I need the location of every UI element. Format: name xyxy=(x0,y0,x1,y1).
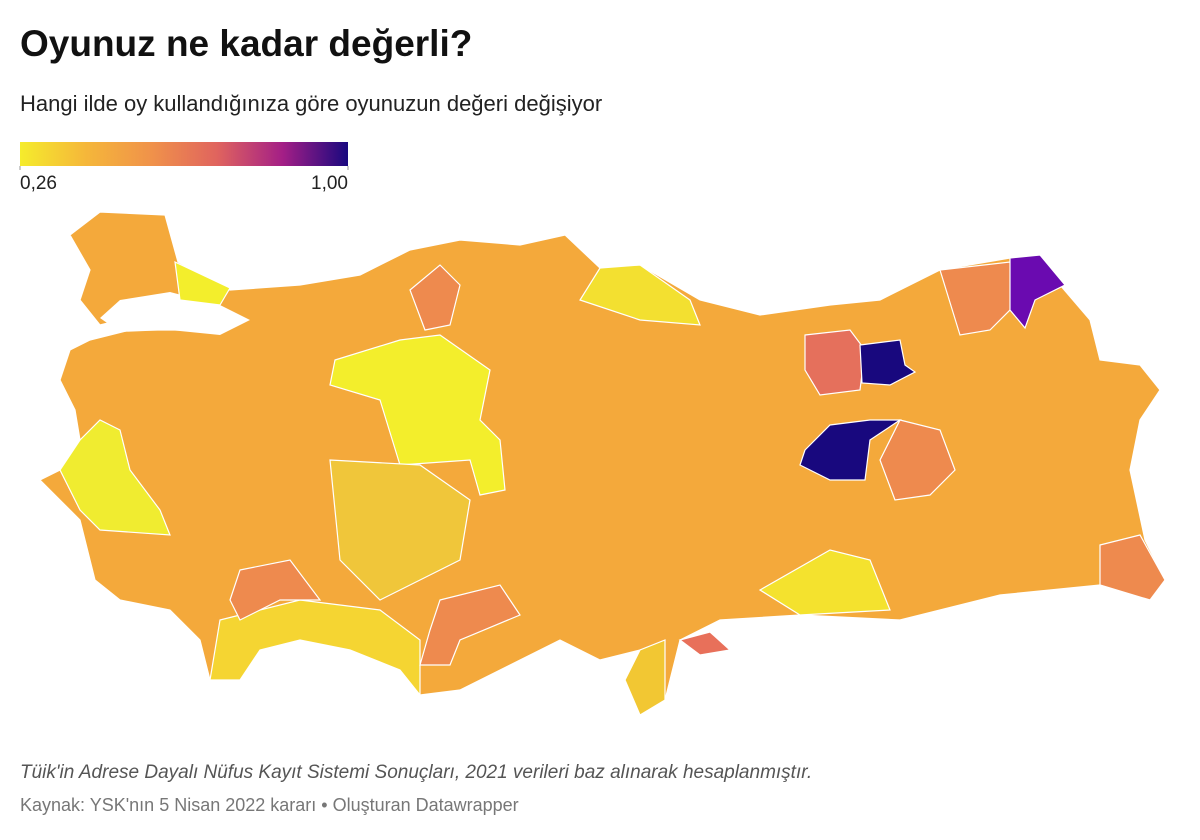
legend-ticks: 0,26 1,00 xyxy=(19,166,349,194)
region xyxy=(329,459,471,601)
region xyxy=(419,584,521,666)
region xyxy=(409,264,461,331)
map xyxy=(38,211,1166,716)
legend-tick-label: 1,00 xyxy=(311,173,348,194)
subtitle: Hangi ilde oy kullandığınıza göre oyunuz… xyxy=(20,91,602,116)
region xyxy=(579,264,701,326)
region xyxy=(678,631,732,656)
region xyxy=(1009,254,1066,330)
region xyxy=(209,599,421,697)
region xyxy=(229,559,322,621)
region xyxy=(329,334,506,496)
region xyxy=(879,419,956,501)
region xyxy=(174,260,231,306)
region xyxy=(59,419,171,536)
region xyxy=(758,549,891,616)
title: Oyunuz ne kadar değerli? xyxy=(20,23,472,64)
region xyxy=(939,261,1021,336)
region xyxy=(1099,534,1166,601)
legend-tick-label: 0,26 xyxy=(20,173,57,194)
region xyxy=(624,639,666,716)
footnote: Tüik'in Adrese Dayalı Nüfus Kayıt Sistem… xyxy=(20,762,812,783)
marmara-sea xyxy=(100,292,250,335)
region xyxy=(804,329,866,396)
source: Kaynak: YSK'nın 5 Nisan 2022 kararı • Ol… xyxy=(20,795,519,815)
region xyxy=(859,339,917,386)
legend-bar xyxy=(20,142,348,166)
region xyxy=(799,419,902,481)
